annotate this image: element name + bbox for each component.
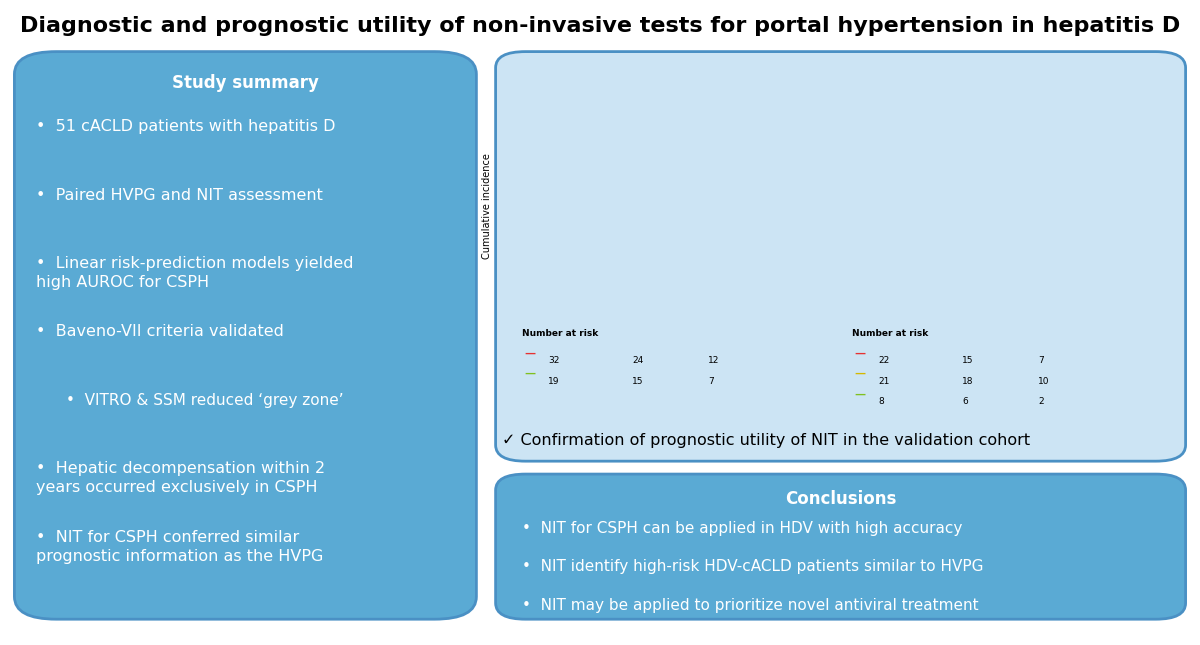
Y-axis label: Cumulative incidence: Cumulative incidence	[812, 154, 822, 259]
Text: Number at risk: Number at risk	[852, 329, 929, 338]
Text: Conclusions: Conclusions	[785, 490, 896, 508]
Text: •  Baveno-VII criteria validated: • Baveno-VII criteria validated	[36, 324, 284, 339]
X-axis label: Time to first decompensation (years): Time to first decompensation (years)	[908, 347, 1090, 357]
Text: 6: 6	[962, 397, 968, 406]
Legend: Baveno VII rule-in, Baveno VII grey zone, Baveno VII rule-out: Baveno VII rule-in, Baveno VII grey zone…	[856, 94, 946, 117]
Legend: HVPG ≥ 10 mmHg, HVPG < 10 mmHg: HVPG ≥ 10 mmHg, HVPG < 10 mmHg	[526, 94, 606, 110]
Text: 15: 15	[962, 356, 974, 365]
Text: •  Paired HVPG and NIT assessment: • Paired HVPG and NIT assessment	[36, 188, 323, 203]
Text: •  NIT identify high-risk HDV-cACLD patients similar to HVPG: • NIT identify high-risk HDV-cACLD patie…	[522, 559, 984, 574]
Text: Diagnostic and prognostic utility of non-invasive tests for portal hypertension : Diagnostic and prognostic utility of non…	[20, 16, 1180, 36]
Text: •  NIT may be applied to prioritize novel antiviral treatment: • NIT may be applied to prioritize novel…	[522, 598, 979, 613]
Text: Study summary: Study summary	[172, 74, 319, 92]
Text: •  NIT for CSPH can be applied in HDV with high accuracy: • NIT for CSPH can be applied in HDV wit…	[522, 521, 962, 535]
Text: 32: 32	[548, 356, 559, 365]
Text: •  Linear risk-prediction models yielded
high AUROC for CSPH: • Linear risk-prediction models yielded …	[36, 256, 354, 290]
Text: 8: 8	[878, 397, 884, 406]
Text: 12: 12	[708, 356, 719, 365]
Text: •  VITRO & SSM reduced ‘grey zone’: • VITRO & SSM reduced ‘grey zone’	[66, 393, 343, 408]
Text: •  Hepatic decompensation within 2
years occurred exclusively in CSPH: • Hepatic decompensation within 2 years …	[36, 461, 325, 495]
Text: —: —	[854, 369, 865, 379]
Text: 22: 22	[878, 356, 889, 365]
Text: Gray's test: P = .076: Gray's test: P = .076	[1063, 97, 1144, 106]
Text: 19: 19	[548, 377, 560, 386]
Text: Gray's test: P = .160: Gray's test: P = .160	[734, 97, 814, 106]
Text: 10: 10	[1038, 377, 1050, 386]
Text: ✓ Confirmation of prognostic utility of NIT in the validation cohort: ✓ Confirmation of prognostic utility of …	[502, 433, 1030, 448]
Text: —: —	[854, 348, 865, 359]
Text: 24: 24	[632, 356, 643, 365]
Text: —: —	[524, 348, 535, 359]
Y-axis label: Cumulative incidence: Cumulative incidence	[482, 154, 492, 259]
X-axis label: Time to first decompensation (years): Time to first decompensation (years)	[578, 347, 760, 357]
Text: 7: 7	[708, 377, 714, 386]
Text: •  51 cACLD patients with hepatitis D: • 51 cACLD patients with hepatitis D	[36, 119, 336, 134]
Text: 21: 21	[878, 377, 889, 386]
Text: —: —	[524, 369, 535, 379]
Text: 18: 18	[962, 377, 974, 386]
Text: 15: 15	[632, 377, 644, 386]
Text: 7: 7	[1038, 356, 1044, 365]
Text: •  NIT for CSPH conferred similar
prognostic information as the HVPG: • NIT for CSPH conferred similar prognos…	[36, 530, 323, 564]
Text: 2: 2	[1038, 397, 1044, 406]
Text: —: —	[854, 390, 865, 400]
Text: Number at risk: Number at risk	[522, 329, 599, 338]
